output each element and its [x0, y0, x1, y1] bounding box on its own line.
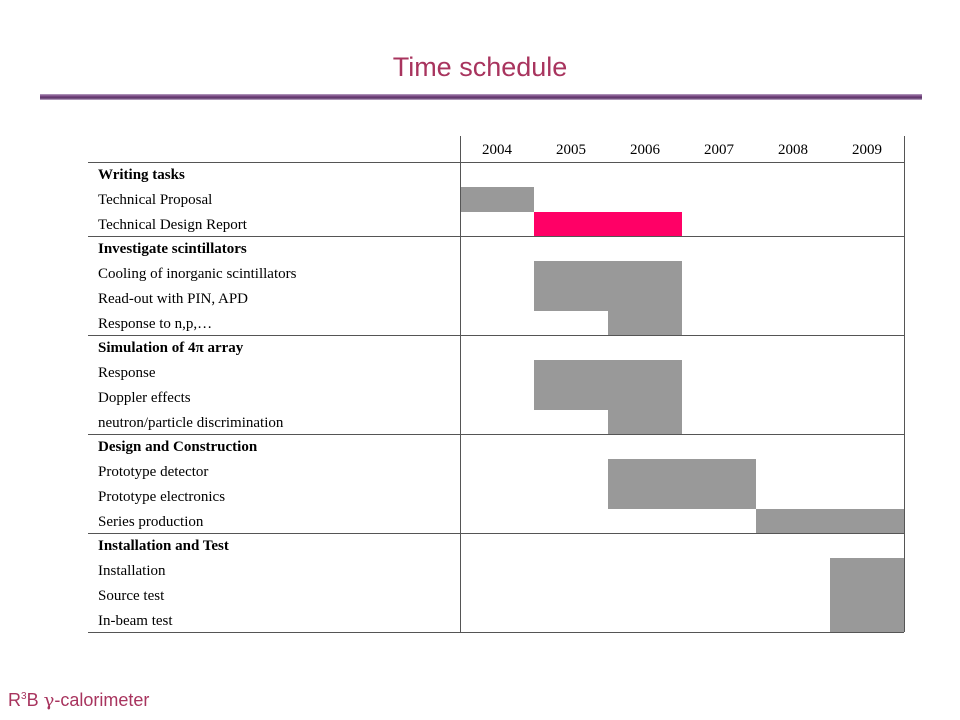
year-header-2004: 2004 [482, 142, 512, 158]
task-label: Prototype electronics [98, 488, 226, 505]
schedule-bar [830, 582, 904, 608]
task-label: Read-out with PIN, APD [98, 290, 248, 307]
section-heading: Simulation of 4π array [98, 340, 244, 357]
footer-middle: B [26, 690, 44, 710]
task-label: Response [98, 365, 156, 381]
task-label: Technical Proposal [98, 191, 213, 208]
year-header-2006: 2006 [630, 142, 660, 158]
task-label: Series production [98, 513, 204, 530]
footer-suffix: -calorimeter [54, 690, 150, 710]
task-label: Source test [98, 587, 165, 604]
year-area-left-border [460, 136, 461, 633]
task-label: Doppler effects [98, 389, 191, 406]
schedule-bar [460, 186, 534, 212]
section-divider [88, 335, 904, 337]
task-label: neutron/particle discrimination [98, 414, 284, 431]
year-header-2005: 2005 [556, 142, 586, 158]
section-heading: Installation and Test [98, 538, 229, 555]
year-header-2009: 2009 [852, 142, 882, 158]
schedule-bar [830, 558, 904, 584]
section-divider [88, 162, 904, 163]
task-label: Prototype detector [98, 464, 209, 480]
schedule-bar [534, 261, 682, 287]
schedule-bar [830, 607, 904, 633]
table-right-border [904, 136, 905, 633]
schedule-bar [608, 483, 756, 509]
footer-prefix: R [8, 690, 21, 710]
task-label: Response to n,p,… [98, 315, 213, 332]
task-label: Technical Design Report [98, 216, 247, 233]
task-label: Installation [98, 563, 166, 579]
schedule-table: 2004 2005 2006 2007 2008 2009 Writing tasks Tec… [88, 136, 905, 634]
task-label: In-beam test [98, 612, 173, 629]
schedule-bar [608, 409, 682, 435]
footer-gamma: γ [43, 690, 55, 711]
section-divider [88, 434, 904, 436]
schedule-bar [608, 459, 756, 485]
section-heading: Design and Construction [98, 439, 258, 456]
footer-superscript: 3 [21, 691, 27, 702]
schedule-bar [534, 285, 682, 311]
schedule-bar [534, 360, 682, 386]
title-divider [40, 94, 922, 100]
slide-title: Time schedule [392, 52, 568, 82]
schedule-bar [534, 384, 682, 410]
section-heading: Investigate scintillators [98, 241, 247, 258]
year-header-2007: 2007 [704, 142, 734, 158]
section-divider [88, 236, 904, 238]
section-heading: Writing tasks [98, 167, 185, 183]
year-header-2008: 2008 [778, 142, 808, 158]
task-label: Cooling of inorganic scintillators [98, 266, 297, 282]
schedule-bar [756, 508, 904, 534]
schedule-bar [608, 310, 682, 336]
schedule-bar [534, 211, 682, 237]
section-divider [88, 533, 904, 535]
table-bottom-border [88, 632, 904, 634]
slide-footer: R3B γ-calorimeter [8, 690, 149, 711]
